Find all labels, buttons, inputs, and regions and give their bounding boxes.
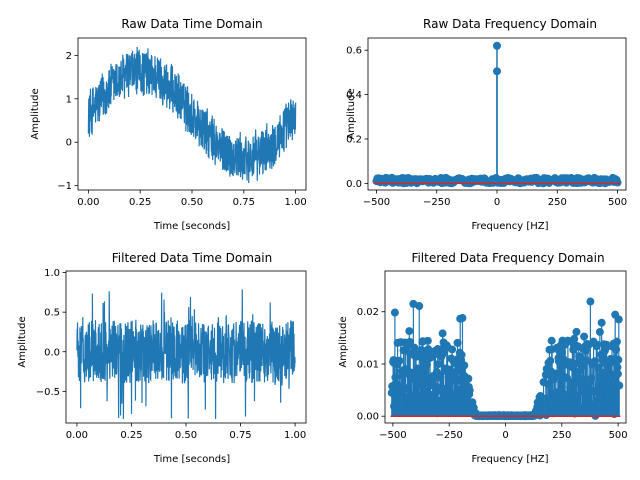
stem-marker: [595, 327, 604, 336]
x-tick-label: 0.25: [129, 197, 151, 208]
x-tick-label: 1.00: [285, 197, 307, 208]
stem-marker: [465, 386, 474, 395]
x-tick-label: 0.00: [77, 197, 99, 208]
x-tick-label: 1.00: [284, 430, 306, 441]
y-tick-label: 0.0: [346, 179, 362, 190]
plot-area: −500 −250 0 250 500 0.0 0.2 0.4 0.6: [346, 37, 627, 208]
stem-marker: [448, 345, 457, 354]
x-tick-label: −500: [363, 197, 390, 208]
stem-marker: [613, 178, 622, 187]
x-tick-label: −500: [379, 430, 406, 441]
y-tick-label: −1: [57, 181, 72, 192]
panel-raw-frequency: Raw Data Frequency Domain −500 −250 0 250 50…: [346, 17, 627, 232]
series-line: [76, 289, 296, 420]
y-tick-label: 0.4: [346, 90, 362, 101]
stem-marker: [453, 338, 462, 347]
stem-marker: [580, 332, 589, 341]
stem-marker: [547, 336, 556, 345]
x-tick-label: 0.50: [175, 430, 197, 441]
peak-marker: [493, 41, 501, 50]
stem-marker: [390, 308, 399, 317]
series-line: [87, 47, 297, 183]
stem-marker: [460, 361, 469, 370]
y-tick-label: 0.0: [44, 347, 60, 358]
stem-marker: [405, 337, 414, 346]
stem-marker: [612, 345, 621, 354]
y-tick-label: 0.2: [346, 134, 362, 145]
stem-marker: [615, 381, 624, 390]
stem-marker: [438, 329, 447, 338]
y-tick-label: 2: [66, 51, 72, 62]
plot-area: 0.00 0.25 0.50 0.75 1.00 −0.5 0.0 0.5 1.0: [36, 268, 307, 441]
x-tick-label: 0: [502, 430, 508, 441]
y-tick-label: −0.5: [36, 387, 60, 398]
stem-marker: [572, 327, 581, 336]
y-tick-label: 1: [66, 94, 72, 105]
x-axis-label: Frequency [HZ]: [471, 221, 548, 232]
x-tick-label: 0.25: [120, 430, 142, 441]
x-tick-label: 0.75: [233, 197, 255, 208]
stem-marker: [586, 297, 595, 306]
stem-marker: [464, 374, 473, 383]
x-tick-label: 0: [494, 197, 500, 208]
stem-marker: [546, 356, 555, 365]
x-tick-label: −250: [435, 430, 462, 441]
y-tick-label: 0.6: [346, 46, 362, 57]
y-axis-label: Amplitude: [17, 316, 28, 367]
panel-title: Filtered Data Frequency Domain: [411, 251, 604, 265]
x-axis-label: Time [seconds]: [153, 454, 230, 465]
stem-marker: [581, 346, 590, 355]
stem-marker: [415, 302, 424, 311]
y-tick-label: 0.02: [357, 307, 379, 318]
x-tick-label: 0.00: [66, 430, 88, 441]
stem-marker: [613, 363, 622, 372]
y-tick-label: 0.01: [357, 359, 379, 370]
y-tick-label: 0.00: [357, 412, 379, 423]
stem-marker: [597, 318, 606, 327]
stem-marker: [395, 356, 404, 365]
x-axis-label: Frequency [HZ]: [471, 454, 548, 465]
x-tick-label: 0.50: [181, 197, 203, 208]
x-axis-label: Time [seconds]: [153, 221, 230, 232]
y-axis-label: Amplitude: [30, 88, 41, 139]
stem-marker: [405, 327, 414, 336]
y-tick-label: 1.0: [44, 268, 60, 279]
stem-marker: [458, 314, 467, 323]
y-tick-label: 0.5: [44, 308, 60, 319]
x-tick-label: 500: [608, 197, 627, 208]
panel-filtered-time: Filtered Data Time Domain 0.00 0.25 0.50 0.…: [17, 251, 307, 465]
stem-marker: [434, 360, 443, 369]
stem-marker: [410, 343, 419, 352]
stem-marker: [423, 336, 432, 345]
panel-title: Raw Data Time Domain: [121, 17, 262, 31]
stem-marker: [457, 350, 466, 359]
x-tick-label: −250: [423, 197, 450, 208]
y-axis-label: Amplitude: [338, 316, 349, 367]
x-tick-label: 250: [552, 430, 571, 441]
plot-area: −500 −250 0 250 500 0.00 0.01 0.02: [357, 270, 628, 441]
x-tick-label: 0.75: [229, 430, 251, 441]
panel-filtered-frequency: Filtered Data Frequency Domain −500 −250 0…: [338, 251, 628, 465]
plot-area: 0.00 0.25 0.50 0.75 1.00 −1 0 1 2: [57, 37, 307, 208]
panel-raw-time: Raw Data Time Domain 0.00 0.25 0.50 0.75 1.0…: [30, 17, 307, 232]
y-tick-label: 0: [66, 138, 72, 149]
stem-marker: [614, 315, 623, 324]
x-tick-label: 500: [609, 430, 628, 441]
panel-title: Filtered Data Time Domain: [112, 251, 272, 265]
panel-title: Raw Data Frequency Domain: [423, 17, 597, 31]
stem-marker: [593, 340, 602, 349]
stem-marker: [612, 337, 621, 346]
x-tick-label: 250: [548, 197, 567, 208]
y-axis-label: Amplitude: [346, 88, 357, 139]
peak-marker: [493, 67, 501, 76]
